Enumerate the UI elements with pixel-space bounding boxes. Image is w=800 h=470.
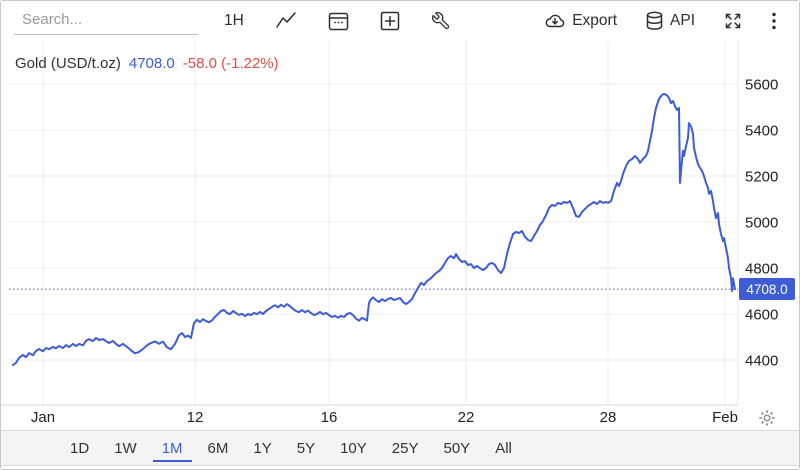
gear-icon [758, 410, 776, 430]
last-price: 4708.0 [128, 55, 175, 72]
kebab-menu-icon [771, 11, 777, 31]
y-axis-label: 4800 [745, 261, 778, 278]
x-axis-label: 12 [187, 409, 204, 426]
y-axis-label: 5000 [745, 215, 778, 232]
chart-header: Gold (USD/t.oz) 4708.0 -58.0 (-1.22%) [15, 55, 279, 72]
range-button-1y[interactable]: 1Y [244, 435, 280, 462]
export-button[interactable]: Export [542, 10, 619, 32]
chart-canvas[interactable]: 4400 4600 4800 5000 5200 5400 5600 Jan 12 16 22 28 F… [1, 39, 800, 429]
range-button-5y[interactable]: 5Y [288, 435, 324, 462]
range-button-all[interactable]: All [486, 435, 521, 462]
instrument-name: Gold (USD/t.oz) [15, 55, 121, 72]
fullscreen-icon [723, 11, 743, 31]
current-price-badge: 4708.0 [739, 278, 795, 300]
range-button-1w[interactable]: 1W [105, 435, 146, 462]
range-button-10y[interactable]: 10Y [331, 435, 376, 462]
x-axis-label: 16 [321, 409, 338, 426]
interval-label: 1H [224, 12, 244, 29]
line-chart-icon [275, 12, 297, 30]
api-button[interactable]: API [643, 9, 697, 33]
cloud-download-icon [544, 12, 566, 30]
more-menu-button[interactable] [769, 9, 779, 33]
y-axis-label: 5200 [745, 169, 778, 186]
tools-button[interactable] [429, 9, 453, 33]
range-button-1m[interactable]: 1M [152, 435, 192, 462]
compare-button[interactable] [378, 9, 402, 33]
range-button-6m[interactable]: 6M [199, 435, 238, 462]
y-axis-label: 5600 [745, 77, 778, 94]
search-input[interactable] [14, 7, 198, 35]
search-box [14, 7, 198, 35]
calendar-icon [328, 11, 349, 31]
toolbar-left-group: 1H [222, 9, 453, 33]
toolbar: 1H [1, 1, 799, 41]
y-axis-label: 5400 [745, 123, 778, 140]
axis-settings-button[interactable] [758, 409, 776, 430]
price-series-line [12, 92, 736, 367]
database-icon [645, 11, 664, 31]
chart-type-button[interactable] [273, 10, 299, 32]
export-label: Export [572, 12, 618, 29]
add-icon [380, 11, 400, 31]
price-change: -58.0 (-1.22%) [182, 55, 279, 72]
toolbar-right-group: Export API [542, 9, 799, 33]
tools-icon [431, 11, 451, 31]
y-axis-label: 4400 [745, 353, 778, 370]
range-button-1d[interactable]: 1D [61, 435, 98, 462]
range-button-25y[interactable]: 25Y [383, 435, 428, 462]
range-button-50y[interactable]: 50Y [435, 435, 480, 462]
x-axis-label: Jan [31, 409, 55, 426]
range-selector: 1D 1W 1M 6M 1Y 5Y 10Y 25Y 50Y All [1, 430, 799, 466]
x-axis-label: Feb [712, 409, 738, 426]
x-axis-label: 22 [458, 409, 475, 426]
y-axis-label: 4600 [745, 307, 778, 324]
fullscreen-button[interactable] [721, 9, 745, 33]
interval-button[interactable]: 1H [222, 10, 246, 32]
api-label: API [670, 12, 695, 29]
x-axis-label: 28 [600, 409, 617, 426]
date-range-button[interactable] [326, 9, 351, 33]
